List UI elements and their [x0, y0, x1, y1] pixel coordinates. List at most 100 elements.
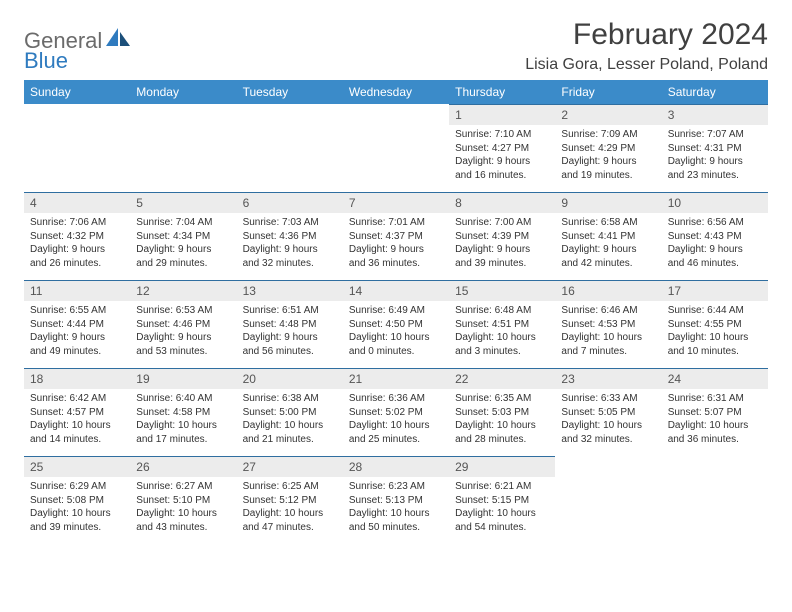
daylight-line: Daylight: 9 hours and 53 minutes. — [136, 331, 230, 358]
sunrise-label: Sunrise: — [136, 217, 175, 228]
daylight-label: Daylight: — [136, 420, 178, 431]
sunset-value: 4:58 PM — [173, 407, 210, 418]
daylight-line: Daylight: 9 hours and 39 minutes. — [455, 243, 549, 270]
calendar-day-cell — [555, 456, 661, 544]
day-number: 22 — [449, 368, 555, 389]
daylight-line: Daylight: 9 hours and 32 minutes. — [243, 243, 337, 270]
daylight-label: Daylight: — [349, 420, 391, 431]
sunrise-label: Sunrise: — [668, 217, 707, 228]
sunrise-value: 6:31 AM — [707, 393, 744, 404]
sunset-value: 5:00 PM — [279, 407, 316, 418]
sunrise-line: Sunrise: 7:07 AM — [668, 128, 762, 142]
sunset-value: 5:10 PM — [173, 495, 210, 506]
daylight-label: Daylight: — [455, 156, 497, 167]
sunset-label: Sunset: — [561, 319, 598, 330]
daylight-line: Daylight: 10 hours and 25 minutes. — [349, 419, 443, 446]
calendar-day-cell: 6Sunrise: 7:03 AMSunset: 4:36 PMDaylight… — [237, 192, 343, 280]
sunset-value: 4:53 PM — [598, 319, 635, 330]
sunset-line: Sunset: 5:10 PM — [136, 494, 230, 508]
day-number: 5 — [130, 192, 236, 213]
sunrise-value: 6:46 AM — [601, 305, 638, 316]
calendar-day-cell — [237, 104, 343, 192]
sunrise-value: 6:51 AM — [282, 305, 319, 316]
daylight-label: Daylight: — [243, 332, 285, 343]
sunset-line: Sunset: 4:46 PM — [136, 318, 230, 332]
calendar-day-cell: 17Sunrise: 6:44 AMSunset: 4:55 PMDayligh… — [662, 280, 768, 368]
calendar-day-cell: 9Sunrise: 6:58 AMSunset: 4:41 PMDaylight… — [555, 192, 661, 280]
sunrise-line: Sunrise: 6:44 AM — [668, 304, 762, 318]
calendar-week-row: 4Sunrise: 7:06 AMSunset: 4:32 PMDaylight… — [24, 192, 768, 280]
calendar-day-cell: 27Sunrise: 6:25 AMSunset: 5:12 PMDayligh… — [237, 456, 343, 544]
sunset-label: Sunset: — [668, 231, 705, 242]
day-details: Sunrise: 6:21 AMSunset: 5:15 PMDaylight:… — [449, 477, 555, 540]
calendar-day-cell — [343, 104, 449, 192]
sunset-line: Sunset: 5:12 PM — [243, 494, 337, 508]
calendar-day-cell: 16Sunrise: 6:46 AMSunset: 4:53 PMDayligh… — [555, 280, 661, 368]
sunset-line: Sunset: 4:32 PM — [30, 230, 124, 244]
calendar-day-cell: 1Sunrise: 7:10 AMSunset: 4:27 PMDaylight… — [449, 104, 555, 192]
day-details: Sunrise: 7:09 AMSunset: 4:29 PMDaylight:… — [555, 125, 661, 188]
sunset-label: Sunset: — [243, 319, 280, 330]
sunrise-line: Sunrise: 6:36 AM — [349, 392, 443, 406]
sunset-value: 4:46 PM — [173, 319, 210, 330]
weekday-header: Sunday — [24, 80, 130, 104]
day-number: 19 — [130, 368, 236, 389]
daylight-label: Daylight: — [243, 420, 285, 431]
daylight-label: Daylight: — [136, 244, 178, 255]
sunrise-label: Sunrise: — [455, 305, 494, 316]
sunrise-value: 6:44 AM — [707, 305, 744, 316]
sunset-value: 4:31 PM — [704, 143, 741, 154]
calendar-body: 1Sunrise: 7:10 AMSunset: 4:27 PMDaylight… — [24, 104, 768, 544]
sunset-value: 4:39 PM — [492, 231, 529, 242]
sunrise-line: Sunrise: 6:49 AM — [349, 304, 443, 318]
sunset-value: 4:44 PM — [67, 319, 104, 330]
day-number: 12 — [130, 280, 236, 301]
day-number: 7 — [343, 192, 449, 213]
sunrise-line: Sunrise: 7:03 AM — [243, 216, 337, 230]
daylight-line: Daylight: 9 hours and 23 minutes. — [668, 155, 762, 182]
sunrise-line: Sunrise: 6:48 AM — [455, 304, 549, 318]
day-number: 1 — [449, 104, 555, 125]
sunrise-label: Sunrise: — [30, 305, 69, 316]
day-number: 11 — [24, 280, 130, 301]
sunrise-line: Sunrise: 7:00 AM — [455, 216, 549, 230]
daylight-label: Daylight: — [561, 156, 603, 167]
calendar-week-row: 11Sunrise: 6:55 AMSunset: 4:44 PMDayligh… — [24, 280, 768, 368]
title-block: February 2024 Lisia Gora, Lesser Poland,… — [525, 18, 768, 74]
day-details: Sunrise: 6:31 AMSunset: 5:07 PMDaylight:… — [662, 389, 768, 452]
day-details: Sunrise: 6:35 AMSunset: 5:03 PMDaylight:… — [449, 389, 555, 452]
sunrise-line: Sunrise: 6:35 AM — [455, 392, 549, 406]
daylight-line: Daylight: 9 hours and 26 minutes. — [30, 243, 124, 270]
sunrise-label: Sunrise: — [455, 481, 494, 492]
sunset-value: 5:12 PM — [279, 495, 316, 506]
day-number: 26 — [130, 456, 236, 477]
sunrise-label: Sunrise: — [30, 481, 69, 492]
daylight-line: Daylight: 9 hours and 29 minutes. — [136, 243, 230, 270]
sunset-line: Sunset: 4:44 PM — [30, 318, 124, 332]
sunset-line: Sunset: 4:41 PM — [561, 230, 655, 244]
sunrise-line: Sunrise: 6:23 AM — [349, 480, 443, 494]
sunrise-line: Sunrise: 6:42 AM — [30, 392, 124, 406]
weekday-header: Thursday — [449, 80, 555, 104]
calendar-table: SundayMondayTuesdayWednesdayThursdayFrid… — [24, 80, 768, 544]
day-number: 2 — [555, 104, 661, 125]
daylight-label: Daylight: — [30, 244, 72, 255]
sunrise-value: 6:56 AM — [707, 217, 744, 228]
day-number: 24 — [662, 368, 768, 389]
header: General Blue February 2024 Lisia Gora, L… — [24, 18, 768, 74]
sunrise-value: 6:42 AM — [69, 393, 106, 404]
calendar-day-cell: 12Sunrise: 6:53 AMSunset: 4:46 PMDayligh… — [130, 280, 236, 368]
calendar-day-cell: 14Sunrise: 6:49 AMSunset: 4:50 PMDayligh… — [343, 280, 449, 368]
day-details: Sunrise: 6:46 AMSunset: 4:53 PMDaylight:… — [555, 301, 661, 364]
sunset-label: Sunset: — [561, 143, 598, 154]
calendar-day-cell — [130, 104, 236, 192]
daylight-line: Daylight: 9 hours and 56 minutes. — [243, 331, 337, 358]
daylight-line: Daylight: 10 hours and 43 minutes. — [136, 507, 230, 534]
day-details: Sunrise: 6:25 AMSunset: 5:12 PMDaylight:… — [237, 477, 343, 540]
weekday-header: Monday — [130, 80, 236, 104]
sunset-value: 4:43 PM — [704, 231, 741, 242]
sunrise-label: Sunrise: — [136, 305, 175, 316]
sunrise-value: 6:40 AM — [176, 393, 213, 404]
daylight-label: Daylight: — [136, 332, 178, 343]
sunset-value: 4:50 PM — [386, 319, 423, 330]
